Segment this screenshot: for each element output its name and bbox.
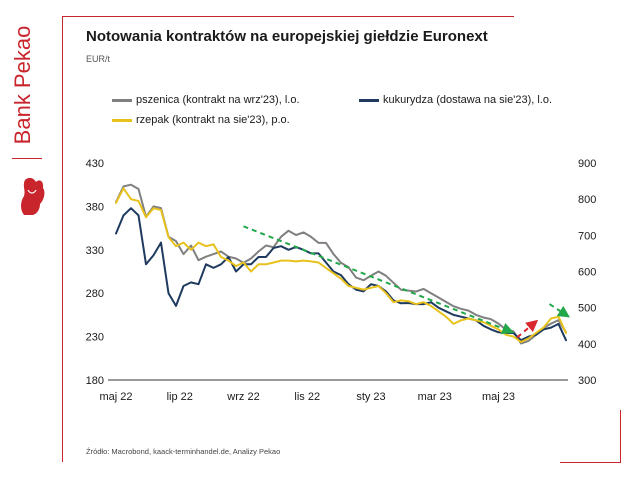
frame-left-line: [62, 16, 63, 462]
legend-swatch-rzepak: [112, 118, 132, 122]
y-right-tick-label: 400: [578, 339, 596, 351]
series-line-pszenica: [115, 183, 567, 345]
y-left-tick-label: 180: [86, 375, 104, 387]
frame-top-line: [62, 16, 514, 17]
legend-item-kukurydza: kukurydza (dostawa na sie'23), l.o.: [359, 94, 552, 106]
legend-label-rzepak: rzepak (kontrakt na sie'23), p.o.: [136, 114, 290, 126]
legend-label-kukurydza: kukurydza (dostawa na sie'23), l.o.: [383, 94, 553, 106]
y-right-tick-label: 900: [578, 158, 596, 170]
y-left-tick-label: 230: [86, 332, 104, 344]
y-left-tick-label: 430: [86, 158, 104, 170]
frame-corner-vertical: [620, 410, 621, 462]
x-tick-label: sty 23: [356, 391, 385, 403]
x-tick-label: mar 23: [418, 391, 452, 403]
chart-annotations: [243, 225, 571, 339]
y-right-tick-label: 500: [578, 303, 596, 315]
chart-axes: 180 230 280 330 380 430 300 400 500 600 700 800 900 m…: [86, 158, 597, 403]
y-right-tick-label: 600: [578, 267, 596, 279]
series-line-rzepak: [115, 187, 567, 343]
source-note: Źródło: Macrobond, kaack-terminhandel.de…: [86, 447, 281, 456]
x-tick-label: lip 22: [167, 391, 193, 403]
chart-title: Notowania kontraktów na europejskiej gie…: [86, 28, 488, 45]
y-right-tick-label: 700: [578, 230, 596, 242]
bank-pekao-logo: [21, 177, 45, 215]
x-tick-label: maj 23: [482, 391, 515, 403]
trend-arrow-down: [243, 225, 515, 335]
logo-divider: [12, 158, 42, 159]
x-tick-label: maj 22: [99, 391, 132, 403]
y-right-tick-label: 800: [578, 194, 596, 206]
trend-arrow-down: [548, 303, 571, 318]
x-tick-label: wrz 22: [226, 391, 259, 403]
frame-corner-horizontal: [560, 462, 621, 463]
y-left-tick-label: 280: [86, 288, 104, 300]
bison-icon: [21, 177, 45, 215]
legend-swatch-kukurydza: [359, 98, 379, 102]
y-right-tick-label: 300: [578, 375, 596, 387]
legend-item-pszenica: pszenica (kontrakt na wrz'23), l.o.: [112, 94, 300, 106]
legend-item-rzepak: rzepak (kontrakt na sie'23), p.o.: [112, 114, 290, 126]
x-tick-label: lis 22: [294, 391, 320, 403]
legend-swatch-pszenica: [112, 98, 132, 102]
chart-series: [115, 183, 567, 345]
series-line-kukurydza: [115, 207, 567, 342]
chart-unit: EUR/t: [86, 54, 111, 64]
y-left-tick-label: 380: [86, 201, 104, 213]
trend-arrow-up: [516, 319, 539, 339]
legend-label-pszenica: pszenica (kontrakt na wrz'23), l.o.: [136, 94, 300, 106]
y-left-tick-label: 330: [86, 245, 104, 257]
